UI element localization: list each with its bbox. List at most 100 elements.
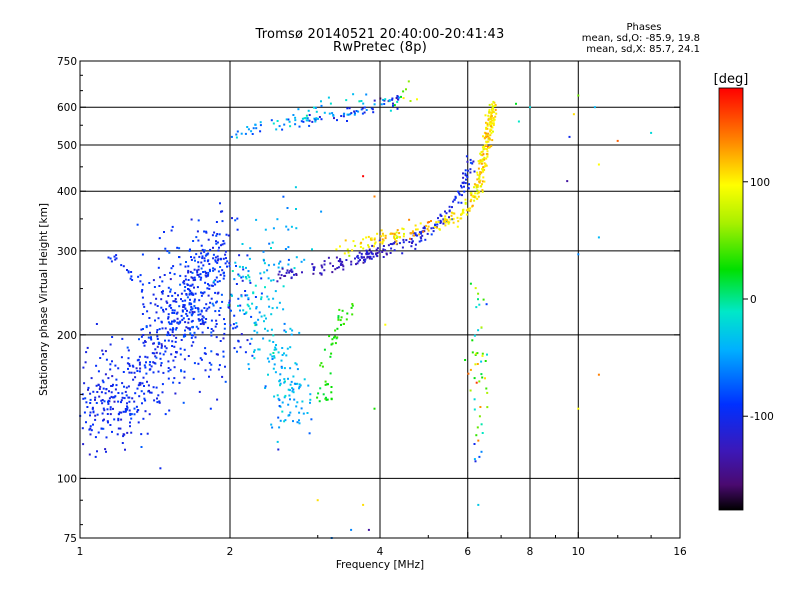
data-point (320, 118, 323, 121)
data-point (339, 260, 342, 263)
data-point (94, 455, 97, 458)
data-point (235, 265, 237, 267)
colorbar-tick-label: -100 (750, 411, 774, 423)
data-point (190, 284, 193, 287)
data-point (144, 355, 147, 358)
data-point (157, 317, 160, 320)
data-point (92, 423, 94, 426)
data-point (373, 195, 376, 198)
data-point (290, 225, 293, 228)
data-point (248, 367, 251, 370)
data-point (363, 260, 366, 263)
data-point (250, 337, 253, 340)
data-point (207, 294, 210, 297)
data-point (287, 118, 290, 121)
x-tick-label: 6 (464, 546, 471, 558)
data-point (281, 128, 284, 131)
data-point (478, 162, 481, 165)
data-point (402, 90, 405, 93)
data-point (185, 326, 188, 329)
data-point (91, 406, 94, 409)
data-point (486, 123, 489, 126)
data-point (216, 259, 219, 262)
data-point (305, 119, 308, 122)
data-point (488, 146, 491, 149)
data-point (117, 367, 120, 370)
data-point (285, 118, 288, 121)
data-point (478, 303, 481, 306)
data-point (428, 221, 431, 223)
data-point (382, 245, 385, 247)
data-point (156, 305, 159, 307)
data-point (381, 251, 384, 253)
data-point (529, 106, 531, 109)
data-point (309, 401, 311, 404)
data-point (303, 117, 306, 120)
data-point (138, 338, 140, 341)
y-tick-label: 300 (57, 246, 77, 258)
data-point (480, 153, 482, 156)
data-point (515, 102, 517, 105)
data-point (489, 115, 492, 118)
data-point (233, 314, 236, 317)
data-point (215, 221, 218, 223)
data-point (127, 385, 130, 388)
data-point (169, 334, 171, 336)
data-point (481, 183, 483, 186)
data-point (398, 242, 401, 245)
data-point (572, 113, 575, 116)
data-point (492, 118, 495, 121)
data-point (491, 122, 494, 125)
data-point (136, 410, 139, 413)
data-point (224, 365, 226, 368)
data-point (153, 399, 156, 402)
data-point (463, 190, 466, 193)
data-point (181, 310, 184, 313)
data-point (193, 256, 196, 259)
data-point (339, 245, 341, 248)
data-point (282, 308, 285, 311)
data-point (156, 345, 159, 348)
data-point (356, 262, 359, 265)
data-point (292, 391, 295, 394)
data-point (105, 450, 107, 453)
data-point (337, 318, 340, 321)
data-point (183, 370, 186, 373)
data-point (234, 261, 237, 264)
data-point (202, 292, 205, 295)
data-point (102, 381, 105, 384)
data-point (215, 353, 218, 356)
data-point (89, 402, 92, 404)
data-point (260, 277, 263, 280)
data-point (487, 114, 490, 117)
data-point (378, 250, 381, 253)
data-point (183, 348, 186, 351)
data-point (479, 171, 482, 174)
data-point (145, 372, 148, 375)
data-point (83, 382, 86, 385)
data-point (221, 375, 224, 378)
data-point (98, 395, 101, 398)
data-point (159, 467, 162, 470)
data-point (154, 303, 157, 306)
data-point (336, 336, 339, 339)
data-point (113, 418, 116, 421)
data-point (203, 307, 206, 309)
data-point (336, 327, 339, 330)
data-point (144, 410, 147, 413)
data-point (470, 198, 473, 201)
data-point (326, 398, 329, 401)
data-point (174, 356, 177, 358)
data-point (360, 241, 363, 244)
data-point (490, 132, 493, 135)
data-point (224, 262, 227, 265)
data-point (469, 168, 472, 171)
data-point (230, 309, 232, 312)
data-point (253, 357, 256, 360)
data-point (449, 218, 452, 221)
data-point (272, 227, 275, 230)
data-point (150, 391, 153, 394)
data-point (362, 247, 365, 250)
data-point (342, 265, 345, 268)
data-point (91, 407, 94, 410)
